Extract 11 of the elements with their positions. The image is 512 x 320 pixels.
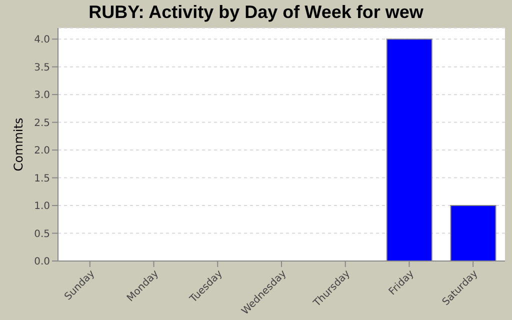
y-tick-label: 3.5 — [34, 62, 50, 74]
y-tick-label: 2.0 — [34, 146, 50, 157]
chart-title: RUBY: Activity by Day of Week for wew — [88, 2, 424, 23]
y-tick-label: 1.5 — [34, 173, 50, 184]
y-tick-label: 4.0 — [34, 34, 50, 46]
y-tick-label: 2.5 — [34, 118, 50, 129]
y-tick-label: 0.0 — [34, 256, 50, 268]
y-tick-label: 0.5 — [34, 228, 50, 240]
y-tick-label: 3.0 — [34, 90, 50, 102]
y-axis-title: Commits — [11, 118, 26, 172]
y-tick-label: 1.0 — [34, 201, 50, 212]
